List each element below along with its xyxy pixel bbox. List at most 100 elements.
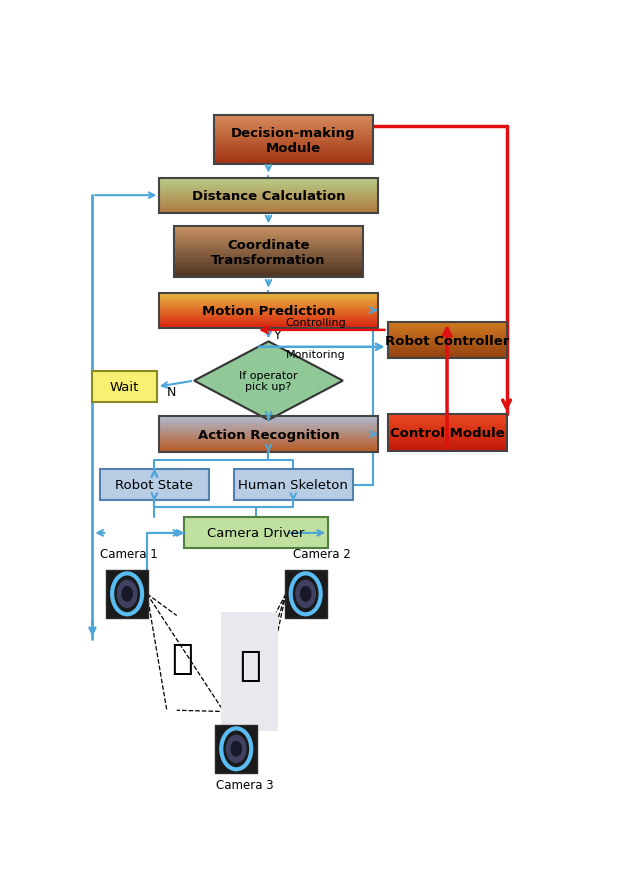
Bar bbox=[214, 153, 372, 154]
Bar bbox=[159, 201, 378, 202]
Bar bbox=[388, 325, 507, 326]
Bar bbox=[159, 440, 378, 441]
Bar bbox=[388, 336, 507, 337]
Bar bbox=[159, 327, 378, 328]
Bar bbox=[214, 135, 372, 137]
Bar bbox=[159, 212, 378, 213]
Bar bbox=[388, 418, 507, 419]
Bar bbox=[159, 450, 378, 451]
Bar bbox=[388, 427, 507, 428]
Bar bbox=[159, 209, 378, 210]
Bar bbox=[388, 415, 507, 416]
Bar bbox=[159, 205, 378, 206]
Bar bbox=[174, 271, 363, 273]
Bar bbox=[174, 241, 363, 242]
Bar bbox=[174, 274, 363, 275]
Bar bbox=[159, 297, 378, 298]
Bar bbox=[159, 204, 378, 205]
Bar bbox=[388, 333, 507, 334]
Text: Motion Prediction: Motion Prediction bbox=[202, 305, 335, 317]
Bar bbox=[174, 228, 363, 229]
Bar bbox=[159, 421, 378, 422]
Bar bbox=[214, 146, 372, 147]
Bar bbox=[174, 239, 363, 240]
Bar bbox=[159, 316, 378, 317]
Bar bbox=[159, 437, 378, 438]
Bar bbox=[159, 188, 378, 189]
Bar bbox=[159, 420, 378, 421]
Bar bbox=[159, 318, 378, 319]
Bar bbox=[159, 451, 378, 452]
Bar bbox=[388, 437, 507, 438]
Bar bbox=[159, 418, 378, 419]
Bar bbox=[214, 125, 372, 126]
Bar bbox=[174, 243, 363, 245]
Circle shape bbox=[230, 741, 242, 757]
Bar bbox=[159, 427, 378, 428]
Bar bbox=[174, 245, 363, 246]
Bar bbox=[174, 254, 363, 255]
Bar bbox=[174, 240, 363, 241]
Circle shape bbox=[300, 587, 312, 602]
Bar bbox=[388, 416, 507, 417]
Bar bbox=[214, 121, 372, 122]
Bar bbox=[174, 275, 363, 277]
Bar bbox=[159, 323, 378, 324]
Bar bbox=[388, 440, 507, 441]
Bar bbox=[388, 429, 507, 430]
Bar bbox=[388, 343, 507, 344]
Bar bbox=[388, 323, 507, 324]
Bar bbox=[159, 193, 378, 194]
Bar bbox=[214, 124, 372, 125]
Bar bbox=[159, 431, 378, 432]
Bar bbox=[159, 326, 378, 327]
Bar bbox=[174, 256, 363, 257]
Bar bbox=[214, 119, 372, 121]
Bar bbox=[159, 444, 378, 445]
Bar bbox=[174, 231, 363, 232]
Bar bbox=[174, 252, 363, 254]
Bar bbox=[174, 246, 363, 248]
Bar bbox=[214, 143, 372, 144]
Bar bbox=[174, 263, 363, 265]
Bar bbox=[388, 354, 507, 355]
Bar bbox=[214, 126, 372, 127]
Bar bbox=[159, 208, 378, 209]
Bar bbox=[388, 351, 507, 352]
Bar bbox=[388, 436, 507, 437]
Bar bbox=[388, 445, 507, 446]
Bar bbox=[159, 424, 378, 425]
Polygon shape bbox=[194, 342, 343, 421]
Bar bbox=[159, 187, 378, 188]
Bar bbox=[159, 445, 378, 446]
Text: 🤖: 🤖 bbox=[239, 648, 260, 682]
Bar bbox=[159, 306, 378, 307]
Bar bbox=[159, 422, 378, 423]
Bar bbox=[159, 311, 378, 312]
Bar bbox=[159, 320, 378, 321]
Bar bbox=[159, 185, 378, 186]
Bar bbox=[159, 417, 378, 452]
Bar bbox=[388, 439, 507, 440]
Bar bbox=[159, 443, 378, 444]
Circle shape bbox=[122, 587, 133, 602]
Bar bbox=[159, 195, 378, 196]
Bar bbox=[159, 196, 378, 197]
Bar bbox=[214, 148, 372, 149]
Bar bbox=[159, 430, 378, 431]
Bar bbox=[159, 293, 378, 328]
Bar bbox=[388, 338, 507, 339]
Bar bbox=[214, 122, 372, 124]
Bar bbox=[388, 442, 507, 443]
Bar bbox=[214, 137, 372, 138]
Bar bbox=[214, 128, 372, 130]
Bar bbox=[388, 358, 507, 359]
Bar bbox=[214, 144, 372, 146]
Bar bbox=[214, 141, 372, 143]
Bar bbox=[174, 229, 363, 231]
Bar bbox=[214, 147, 372, 148]
Bar bbox=[159, 317, 378, 318]
Bar bbox=[159, 300, 378, 301]
Text: If operator
pick up?: If operator pick up? bbox=[239, 371, 298, 392]
Bar bbox=[174, 270, 363, 271]
